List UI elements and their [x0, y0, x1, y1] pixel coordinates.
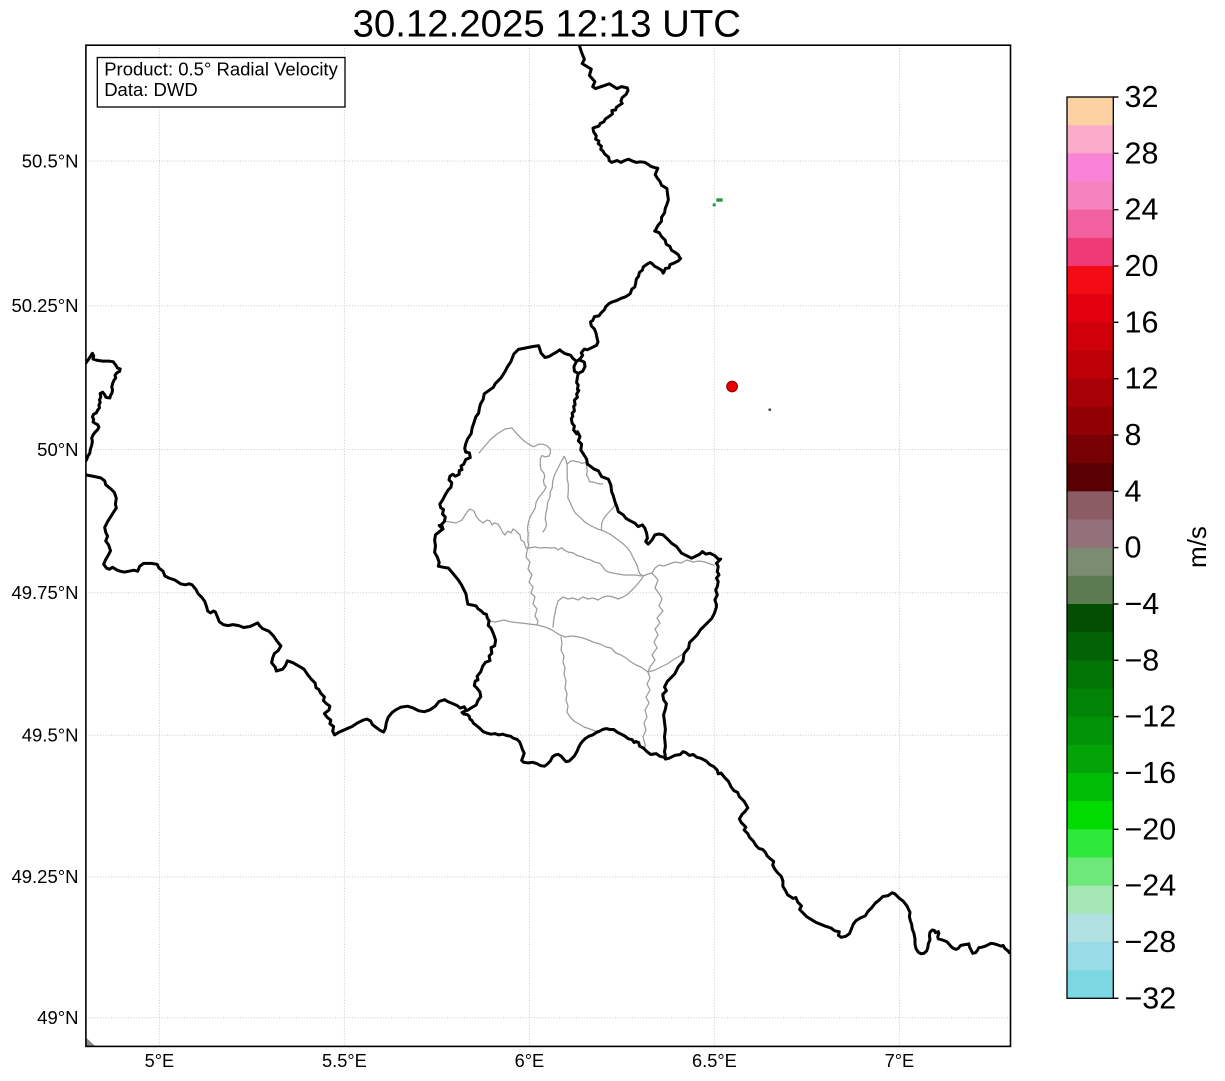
svg-text:−20: −20 — [1125, 812, 1177, 846]
svg-text:49.75°N: 49.75°N — [11, 582, 78, 603]
svg-text:−32: −32 — [1125, 981, 1177, 1015]
svg-text:7°E: 7°E — [885, 1051, 915, 1071]
svg-text:−4: −4 — [1125, 587, 1160, 621]
svg-text:m/s: m/s — [1182, 526, 1212, 568]
svg-text:−16: −16 — [1125, 756, 1177, 790]
svg-text:50°N: 50°N — [37, 439, 78, 460]
svg-text:−28: −28 — [1125, 925, 1177, 959]
svg-text:32: 32 — [1125, 80, 1159, 114]
svg-text:49°N: 49°N — [37, 1007, 78, 1028]
svg-text:49.5°N: 49.5°N — [22, 725, 79, 746]
svg-text:50.25°N: 50.25°N — [11, 295, 78, 316]
svg-text:Data: DWD: Data: DWD — [104, 79, 198, 100]
svg-text:16: 16 — [1125, 305, 1159, 339]
svg-text:−8: −8 — [1125, 643, 1160, 677]
svg-text:30.12.2025 12:13 UTC: 30.12.2025 12:13 UTC — [353, 3, 741, 46]
svg-text:6.5°E: 6.5°E — [692, 1051, 737, 1071]
svg-text:Product: 0.5° Radial Velocity: Product: 0.5° Radial Velocity — [104, 59, 338, 80]
svg-text:12: 12 — [1125, 362, 1159, 396]
svg-text:24: 24 — [1125, 193, 1159, 227]
svg-text:50.5°N: 50.5°N — [22, 150, 79, 171]
svg-text:6°E: 6°E — [515, 1051, 545, 1071]
svg-text:0: 0 — [1125, 531, 1142, 565]
svg-text:49.25°N: 49.25°N — [11, 866, 78, 887]
svg-text:5.5°E: 5.5°E — [322, 1051, 367, 1071]
svg-text:5°E: 5°E — [145, 1051, 175, 1071]
svg-text:8: 8 — [1125, 418, 1142, 452]
svg-text:28: 28 — [1125, 136, 1159, 170]
svg-text:4: 4 — [1125, 474, 1142, 508]
svg-text:20: 20 — [1125, 249, 1159, 283]
svg-text:−24: −24 — [1125, 869, 1177, 903]
svg-text:−12: −12 — [1125, 700, 1177, 734]
